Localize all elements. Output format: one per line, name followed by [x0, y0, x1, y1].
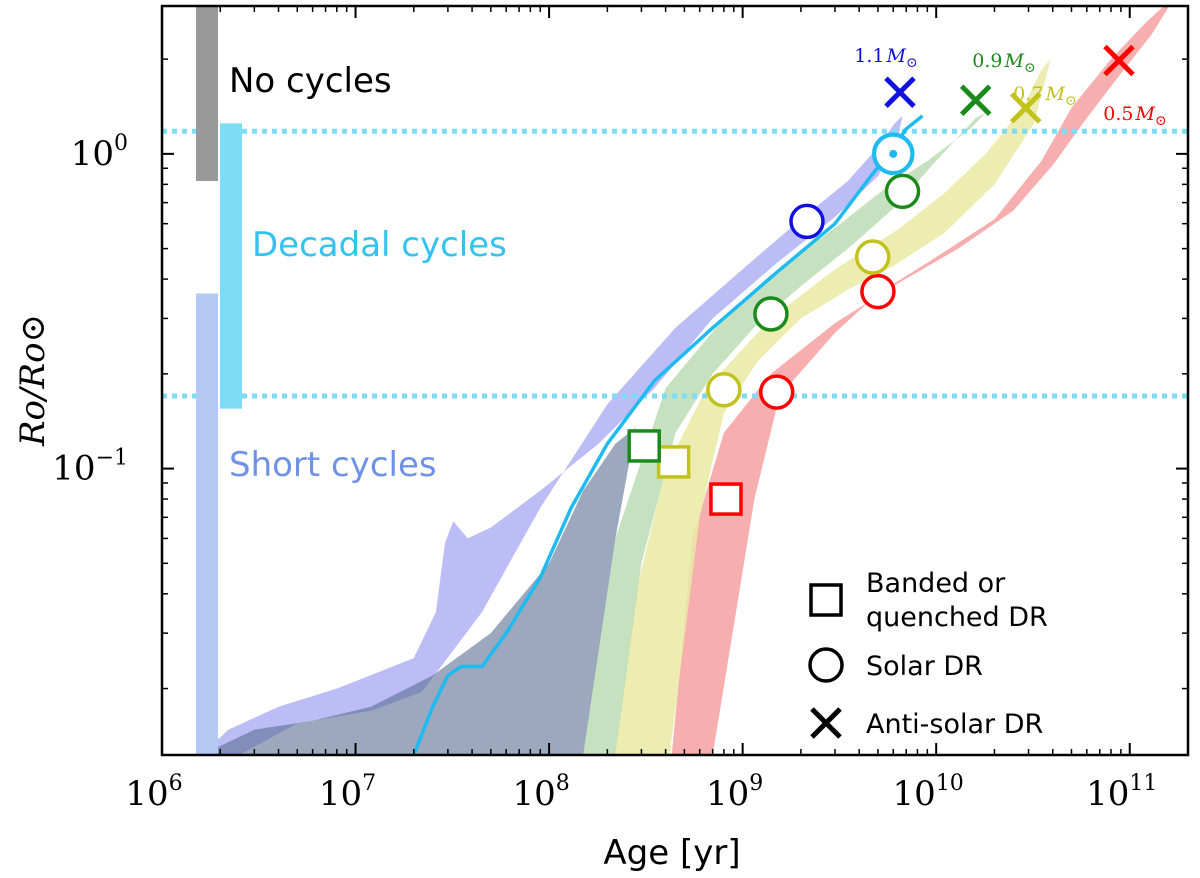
x-axis-title: Age [yr]	[603, 833, 740, 873]
marker-0-5m-square-0	[709, 482, 743, 516]
marker-0-5m-circle-2	[860, 273, 896, 310]
regime-label-short-cycles: Short cycles	[229, 445, 437, 485]
regime-bars	[196, 6, 242, 755]
mass-label-0-9m: 0.9 M⊙	[972, 50, 1035, 76]
marker-0-7m-circle-1	[706, 372, 742, 408]
x-tick-label-5: 1011	[1086, 771, 1157, 814]
reference-lines	[162, 128, 1188, 399]
solar-track-line	[412, 114, 924, 755]
legend-label-0-line2: quenched DR	[866, 602, 1048, 633]
marker-0-5m-x-3	[1103, 44, 1135, 77]
mass-label-0-7m: 0.7 M⊙	[1013, 83, 1076, 109]
regime-label-no-cycles: No cycles	[229, 61, 392, 101]
legend-label-1: Solar DR	[866, 651, 983, 682]
regime-bar-decadal-cycles	[220, 123, 242, 409]
legend-marker-square	[809, 583, 843, 617]
legend-marker-circle	[808, 647, 844, 683]
mass-label-0-5m: 0.5 M⊙	[1103, 103, 1166, 129]
legend-marker-x	[810, 707, 842, 739]
marker-0-5m-circle-1	[758, 374, 795, 410]
regime-bar-no-cycles	[196, 6, 218, 181]
marker-0-9m-square-0	[627, 429, 661, 463]
x-tick-label-2: 108	[512, 771, 569, 814]
marker-0-7m-x-3	[1009, 92, 1042, 124]
y-tick-label-0: 10−1	[52, 446, 128, 489]
y-axis-title: Ro/Ro⊙	[13, 314, 53, 447]
x-tick-label-1: 107	[319, 771, 376, 814]
band-0-7m	[615, 59, 1051, 755]
overlap-region	[201, 427, 636, 755]
markers	[627, 44, 1135, 516]
solar-track	[412, 114, 924, 755]
marker-sun-dot	[889, 149, 898, 158]
mass-labels: 0.5 M⊙ 0.7 M⊙ 0.9 M⊙ 1.1 M⊙	[854, 45, 1166, 129]
marker-1-1m-x-1	[884, 76, 916, 108]
axes: 106 107 108 109 1010 1011 10−1 100	[52, 4, 1190, 814]
x-tick-label-3: 109	[706, 771, 763, 814]
band-0-9m	[583, 112, 986, 755]
marker-0-9m-circle-2	[884, 173, 921, 210]
marker-0-9m-x-3	[959, 84, 992, 117]
axes-frame	[160, 4, 1190, 757]
overlap-polygon	[201, 427, 636, 755]
marker-0-9m-circle-1	[753, 296, 789, 332]
marker-1-1m-circle-0	[789, 203, 825, 240]
regime-labels: No cycles Decadal cycles Short cycles	[229, 61, 507, 485]
legend-label-0-line1: Banded or	[866, 568, 1006, 599]
regime-label-decadal-cycles: Decadal cycles	[252, 225, 507, 265]
marker-0-7m-square-0	[656, 445, 691, 479]
plot-area	[162, 6, 1188, 755]
legend-label-2: Anti-solar DR	[866, 709, 1043, 740]
mass-label-1-1m: 1.1 M⊙	[854, 45, 917, 71]
x-tick-label-0: 106	[125, 771, 182, 814]
x-tick-label-4: 1010	[893, 771, 964, 814]
y-tick-label-1: 100	[71, 131, 128, 174]
marker-0-7m-circle-2	[854, 239, 891, 275]
regime-bar-short-cycles	[196, 293, 218, 755]
